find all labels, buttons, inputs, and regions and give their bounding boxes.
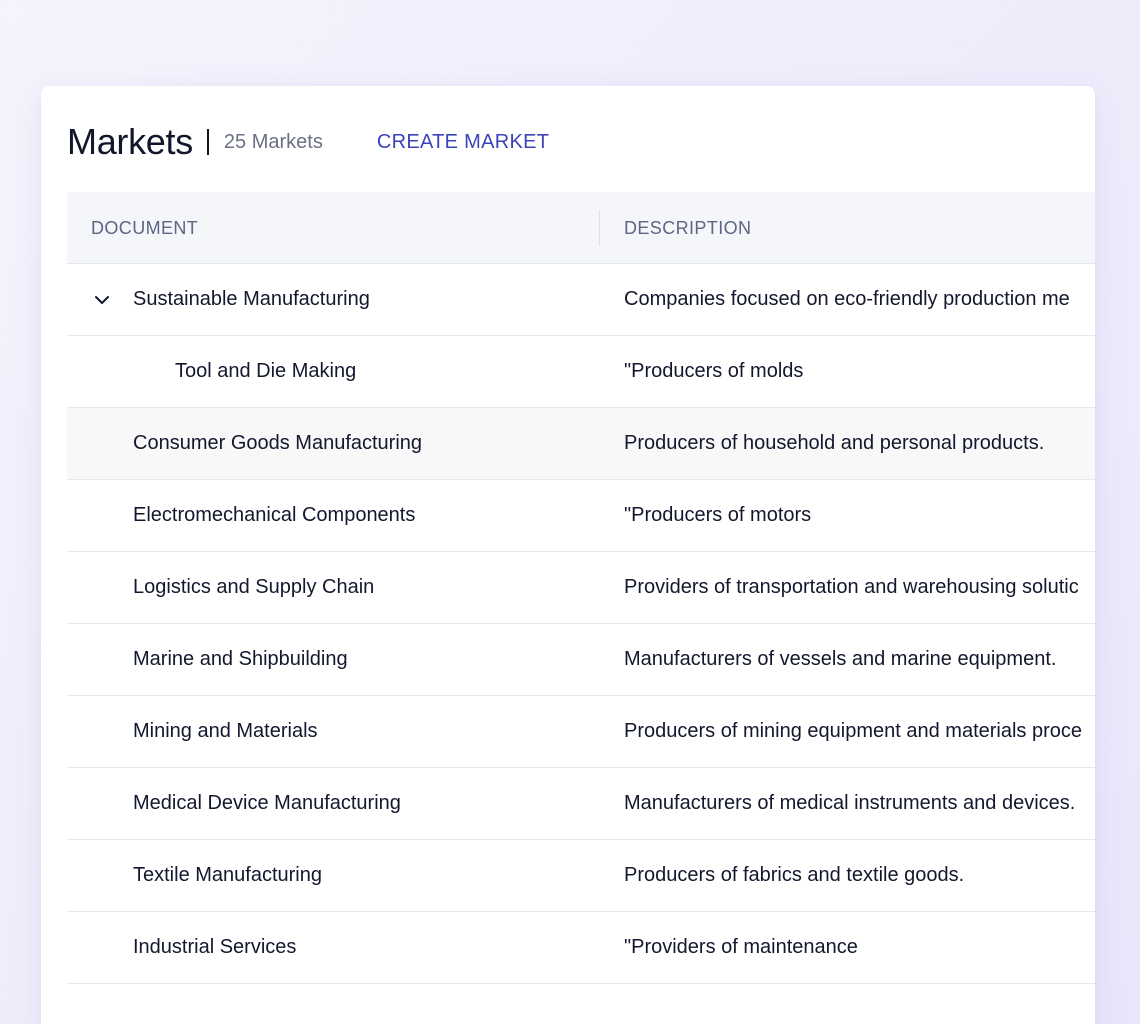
table-row[interactable]: Industrial Services "Providers of mainte… [67,912,1095,984]
row-name: Tool and Die Making [175,360,357,382]
table-row[interactable]: Medical Device Manufacturing Manufacture… [67,768,1095,840]
row-description: Companies focused on eco-friendly produc… [624,288,1070,310]
column-header-description[interactable]: DESCRIPTION [624,217,752,238]
row-description: Producers of mining equipment and materi… [624,720,1083,742]
table-row[interactable]: Electromechanical Components "Producers … [67,480,1095,552]
row-name: Marine and Shipbuilding [133,648,348,670]
row-name: Textile Manufacturing [133,864,322,886]
row-name: Industrial Services [133,936,297,958]
market-count: 25 Markets [223,130,323,153]
markets-table: DOCUMENT DESCRIPTION Sustainable Manufac… [67,192,1095,984]
row-description: Manufacturers of vessels and marine equi… [624,648,1057,670]
table-row-child[interactable]: Tool and Die Making "Producers of molds [67,336,1095,408]
table-header: DOCUMENT DESCRIPTION [67,192,1095,264]
row-description: Providers of transportation and warehous… [624,576,1079,598]
row-description: Producers of household and personal prod… [624,432,1045,454]
row-name: Sustainable Manufacturing [133,288,370,310]
row-description: "Providers of maintenance [624,936,858,958]
table-row[interactable]: Logistics and Supply Chain Providers of … [67,552,1095,624]
row-name: Medical Device Manufacturing [133,792,401,814]
markets-card: Markets 25 Markets CREATE MARKET DOCUMEN… [41,86,1095,1024]
row-name: Electromechanical Components [133,504,416,526]
page-header: Markets 25 Markets CREATE MARKET [67,121,550,162]
column-divider[interactable] [599,210,600,246]
column-header-document[interactable]: DOCUMENT [91,217,199,238]
page-title: Markets [67,121,193,162]
row-name: Mining and Materials [133,720,318,742]
row-name: Consumer Goods Manufacturing [133,432,423,454]
table-row[interactable]: Mining and Materials Producers of mining… [67,696,1095,768]
row-description: "Producers of motors [624,504,812,526]
chevron-down-icon[interactable] [93,291,111,309]
table-row[interactable]: Marine and Shipbuilding Manufacturers of… [67,624,1095,696]
table-row[interactable]: Sustainable Manufacturing Companies focu… [67,264,1095,336]
row-description: Producers of fabrics and textile goods. [624,864,965,886]
row-name: Logistics and Supply Chain [133,576,375,598]
table-row[interactable]: Textile Manufacturing Producers of fabri… [67,840,1095,912]
row-description: Manufacturers of medical instruments and… [624,792,1076,814]
row-description: "Producers of molds [624,360,804,382]
table-row[interactable]: Consumer Goods Manufacturing Producers o… [67,408,1095,480]
create-market-button[interactable]: CREATE MARKET [376,130,550,153]
title-divider [206,129,209,155]
